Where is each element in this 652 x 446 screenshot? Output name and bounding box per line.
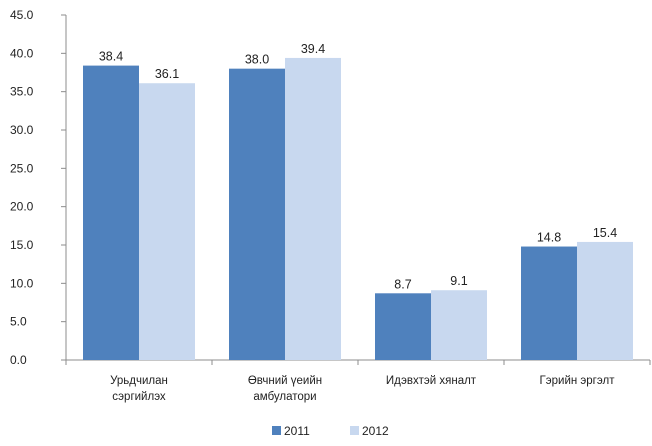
y-tick-label: 45.0 — [10, 8, 34, 22]
data-label: 38.4 — [99, 50, 123, 64]
bar-2012-2 — [431, 290, 487, 360]
legend-label-2012: 2012 — [362, 424, 389, 438]
y-tick-label: 0.0 — [10, 353, 27, 367]
y-tick-label: 15.0 — [10, 238, 34, 252]
x-category-label: амбулатори — [253, 391, 316, 403]
legend-swatch-2012 — [350, 426, 359, 435]
data-label: 38.0 — [245, 53, 269, 67]
bar-2011-1 — [229, 68, 285, 361]
y-tick-label: 35.0 — [10, 85, 34, 99]
legend-label-2011: 2011 — [284, 424, 310, 438]
y-tick-label: 5.0 — [10, 315, 27, 329]
data-label: 14.8 — [537, 231, 561, 245]
bar-2011-0 — [83, 65, 139, 360]
data-label: 9.1 — [450, 274, 467, 288]
data-label: 36.1 — [155, 67, 179, 81]
x-category-label: Гэрийн эргэлт — [540, 375, 616, 387]
y-tick-label: 10.0 — [10, 276, 34, 290]
x-category-label: Идэвхтэй хяналт — [386, 375, 477, 387]
bar-2012-3 — [577, 241, 633, 360]
y-tick-label: 20.0 — [10, 200, 34, 214]
bar-2012-1 — [285, 57, 341, 360]
data-label: 8.7 — [394, 277, 411, 291]
x-category-label: сэргийлэх — [112, 391, 166, 403]
y-tick-label: 40.0 — [10, 46, 34, 60]
data-label: 15.4 — [593, 226, 617, 240]
bar-2012-0 — [139, 83, 195, 360]
y-tick-label: 25.0 — [10, 161, 34, 175]
x-category-label: Урьдчилан — [110, 375, 168, 387]
bar-2011-2 — [375, 293, 431, 360]
y-tick-label: 30.0 — [10, 123, 34, 137]
data-label: 39.4 — [301, 42, 325, 56]
bar-2011-3 — [521, 246, 577, 360]
legend-swatch-2011 — [272, 426, 281, 435]
x-category-label: Өвчний үеийн — [248, 375, 322, 387]
